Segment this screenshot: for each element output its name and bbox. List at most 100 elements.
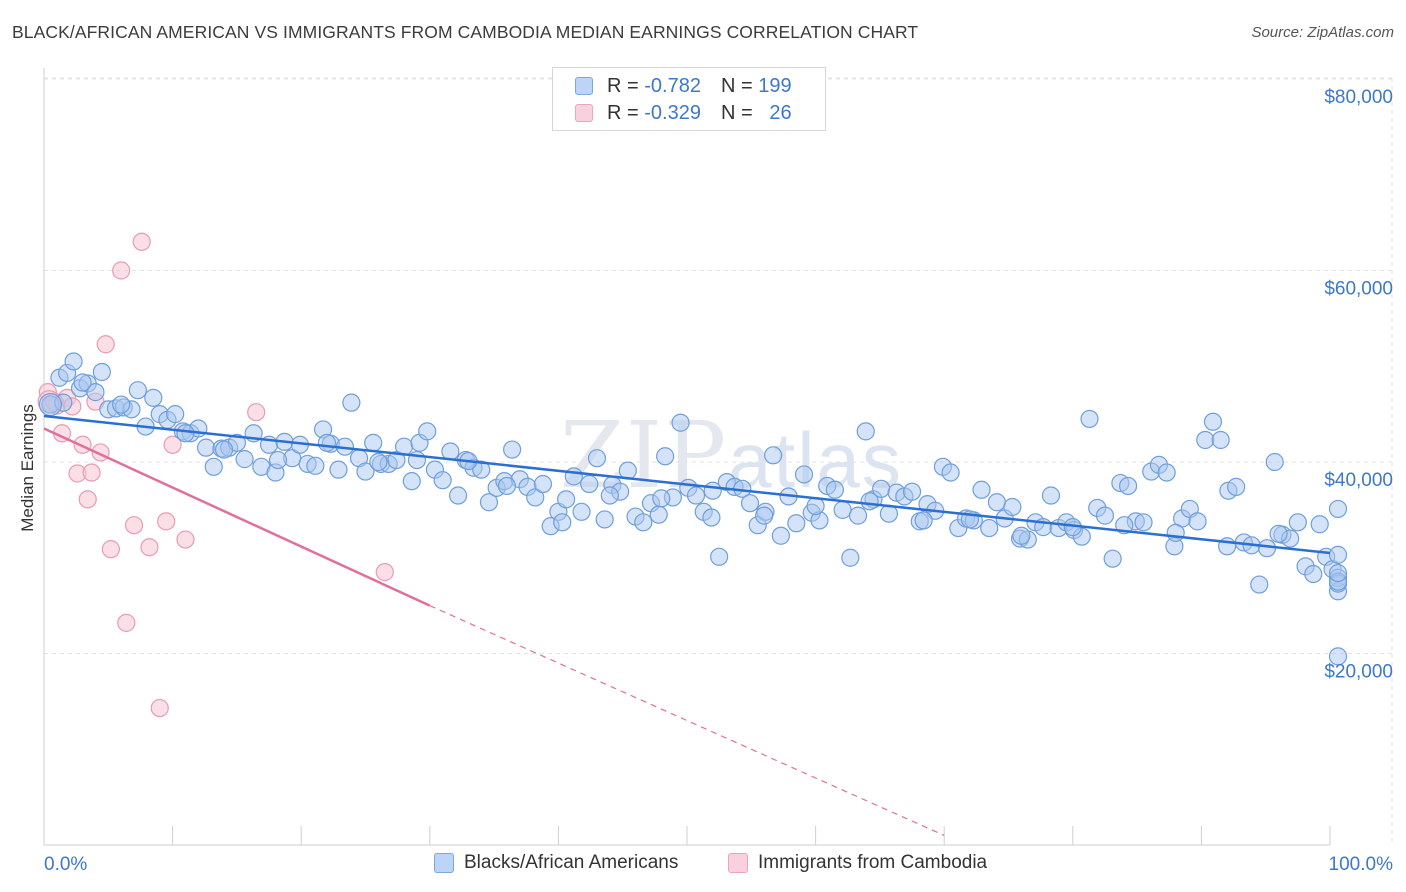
cambodia-point (112, 261, 131, 280)
black-point (1269, 524, 1288, 543)
legend-n-value: 26 (769, 101, 792, 124)
y-tick-label: $80,000 (1324, 87, 1393, 108)
black-point (235, 450, 254, 469)
legend-r-label: R = (607, 74, 639, 97)
black-point (980, 518, 999, 538)
cambodia-point (176, 530, 195, 549)
black-point (356, 462, 375, 481)
black-point (1328, 545, 1348, 564)
black-point (1012, 526, 1031, 545)
black-point (196, 438, 216, 457)
cambodia-point (247, 403, 266, 422)
black-point (902, 482, 922, 501)
black-point (572, 502, 591, 521)
cambodia-point (124, 516, 144, 535)
black-point (92, 362, 111, 382)
black-point (787, 514, 806, 533)
black-point (856, 422, 875, 441)
cambodia-point (140, 538, 159, 557)
black-point (914, 511, 933, 530)
black-point (166, 405, 185, 424)
legend-n-value: 199 (758, 74, 792, 97)
black-point (418, 422, 437, 441)
black-point (702, 508, 721, 527)
black-point (503, 440, 522, 459)
cambodia-point (82, 463, 101, 482)
bottom-swatch-black (434, 853, 454, 873)
black-point (144, 388, 163, 407)
black-point (703, 481, 722, 500)
legend-swatch-cambodia (575, 104, 593, 122)
black-point (342, 393, 361, 412)
bottom-legend-black: Blacks/African Americans (434, 852, 678, 874)
black-point (1095, 506, 1115, 525)
black-point (176, 424, 195, 443)
x-tick-label-min: 0.0% (44, 854, 87, 875)
black-point (686, 486, 706, 505)
cambodia-trend-extension (429, 605, 945, 836)
black-point (268, 450, 288, 470)
black-points (38, 352, 1348, 666)
black-point (580, 474, 599, 494)
black-point (764, 446, 783, 465)
black-point (369, 452, 388, 472)
black-point (806, 496, 825, 516)
black-point (214, 440, 234, 459)
trend-lines (43, 414, 1331, 836)
black-point (329, 460, 348, 479)
black-point (73, 373, 92, 392)
cambodia-point (163, 435, 182, 454)
black-point (656, 447, 675, 466)
black-point (600, 486, 619, 505)
cambodia-point (375, 563, 394, 582)
black-point (1288, 513, 1307, 532)
bottom-legend-cambodia: Immigrants from Cambodia (728, 852, 987, 874)
black-point (497, 476, 517, 496)
legend-r-value: -0.329 (644, 101, 701, 124)
cambodia-trend-line (43, 427, 431, 607)
black-trend-line (43, 414, 1331, 555)
black-point (833, 500, 852, 519)
legend-n-label: N = (720, 74, 753, 97)
correlation-legend: R = -0.782 N = 199 R = -0.329 N = 26 (552, 67, 826, 131)
black-point (402, 472, 421, 491)
cambodia-point (150, 698, 169, 718)
black-point (1118, 476, 1138, 496)
black-point (1166, 523, 1185, 542)
black-point (1328, 499, 1348, 519)
black-point (1134, 513, 1153, 532)
legend-swatch-black (575, 77, 593, 95)
black-point (86, 383, 105, 402)
black-point (1003, 497, 1022, 517)
black-point (1188, 512, 1207, 531)
black-point (526, 488, 545, 507)
black-point (825, 480, 844, 499)
black-point (112, 395, 131, 414)
black-point (38, 392, 63, 417)
cambodia-point (101, 540, 120, 559)
cambodia-point (117, 613, 136, 632)
black-point (1257, 539, 1277, 558)
black-point (557, 490, 576, 509)
cambodia-point (157, 512, 176, 531)
black-point (128, 381, 147, 400)
black-point (587, 449, 607, 468)
black-point (1211, 430, 1230, 450)
legend-row-cambodia: R = -0.329 N = 26 (575, 100, 792, 126)
black-point (472, 460, 491, 479)
black-point (433, 471, 452, 490)
black-point (794, 465, 814, 484)
y-tick-label: $20,000 (1324, 662, 1393, 683)
black-point (533, 474, 553, 494)
legend-r-label: R = (607, 101, 639, 124)
black-point (1310, 515, 1329, 534)
black-point (1103, 549, 1122, 568)
black-point (1041, 486, 1061, 505)
black-point (987, 493, 1007, 512)
black-point (204, 457, 223, 476)
black-point (710, 547, 729, 566)
bottom-label-black: Blacks/African Americans (464, 852, 679, 873)
chart-title: BLACK/AFRICAN AMERICAN VS IMMIGRANTS FRO… (12, 22, 919, 42)
black-point (595, 510, 614, 529)
